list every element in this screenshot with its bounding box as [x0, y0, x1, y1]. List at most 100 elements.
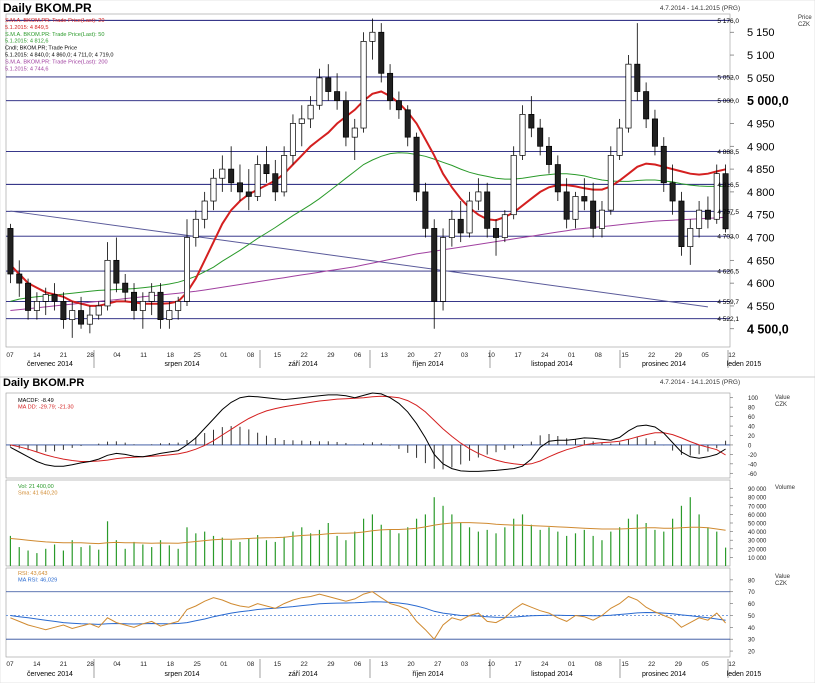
- candle-body: [95, 305, 102, 316]
- volume-y-tick-label: 20 000: [748, 547, 767, 553]
- month-label: září 2014: [288, 671, 317, 678]
- bottom-title: Daily BKOM.PR: [3, 377, 84, 389]
- y-tick-label: 5 150: [747, 27, 775, 39]
- candle-body: [687, 228, 694, 247]
- volume-y-tick-label: 40 000: [748, 530, 767, 536]
- macd-legend-entry: MACDF: -8.49: [18, 398, 54, 404]
- candle-body: [78, 310, 85, 325]
- month-label: srpen 2014: [164, 671, 199, 678]
- legend-entry: 5.1.2015: 4 849,5: [5, 25, 49, 31]
- candle-body: [554, 164, 561, 193]
- rsi-y-tick-label: 80: [748, 578, 755, 584]
- candle-body: [316, 77, 323, 106]
- x-tick-label: 06: [354, 661, 362, 668]
- y-tick-label: 4 600: [747, 278, 775, 290]
- x-tick-label: 22: [648, 352, 656, 359]
- rsi-unit-label: CZK: [775, 581, 787, 587]
- x-tick-label: 14: [33, 661, 41, 668]
- legend-entry: S.M.A. BKOM.PR: Trade Price(Last): 20: [5, 18, 104, 24]
- macd-legend-entry: MA DD: -29.79; -21.30: [18, 405, 74, 411]
- x-tick-label: 12: [728, 661, 736, 668]
- month-label: říjen 2014: [412, 361, 443, 368]
- candle-body: [307, 104, 314, 120]
- month-label: leden 2015: [727, 671, 762, 678]
- macd-line: [10, 392, 726, 472]
- candle-body: [245, 191, 252, 197]
- x-tick-label: 17: [514, 661, 522, 668]
- candle-body: [387, 72, 394, 102]
- candle-body: [537, 127, 544, 147]
- candle-body: [51, 294, 58, 302]
- candle-body: [581, 196, 588, 202]
- x-tick-label: 03: [461, 352, 469, 359]
- candle-body: [351, 127, 358, 138]
- candle-body: [289, 123, 296, 156]
- legend-entry: 5.1.2015: 4 744,6: [5, 66, 49, 72]
- x-tick-label: 11: [140, 661, 147, 668]
- x-tick-label: 04: [113, 661, 121, 668]
- candle-body: [607, 155, 614, 211]
- y-tick-label: 4 750: [747, 210, 775, 222]
- x-tick-label: 21: [60, 352, 68, 359]
- candle-body: [192, 218, 199, 238]
- candle-body: [298, 118, 305, 124]
- volume-y-tick-label: 60 000: [748, 513, 767, 519]
- price-level-tag: 4 888,5: [717, 149, 739, 156]
- candle-body: [722, 173, 729, 230]
- price-level-tag: 4 816,5: [717, 182, 739, 189]
- rsi-y-tick-label: 20: [748, 650, 755, 656]
- x-tick-label: 24: [541, 352, 549, 359]
- candle-body: [139, 301, 146, 311]
- candle-body: [440, 237, 447, 302]
- candle-body: [696, 209, 703, 229]
- month-label: červenec 2014: [27, 671, 73, 678]
- volume-legend-entry: Vol: 21 400,00: [18, 484, 54, 490]
- macd-y-tick-label: -40: [748, 462, 757, 468]
- candle-body: [457, 218, 464, 234]
- macd-panel: [5, 392, 731, 479]
- candle-body: [122, 282, 129, 293]
- y-tick-label: 5 000,0: [747, 94, 789, 108]
- candle-body: [651, 118, 658, 147]
- sma200-line: [10, 216, 726, 311]
- month-label: červenec 2014: [27, 361, 73, 368]
- price-unit-label: Price: [798, 15, 812, 21]
- x-tick-label: 05: [702, 661, 710, 668]
- volume-y-tick-label: 70 000: [748, 504, 767, 510]
- price-unit-label: CZK: [798, 22, 810, 28]
- candle-body: [660, 145, 667, 184]
- x-tick-label: 01: [568, 661, 576, 668]
- x-tick-label: 10: [488, 661, 496, 668]
- x-tick-label: 22: [300, 661, 308, 668]
- rsi-y-tick-label: 40: [748, 626, 755, 632]
- macd-y-tick-label: 20: [748, 434, 755, 440]
- macd-y-tick-label: -60: [748, 472, 757, 478]
- candle-body: [175, 301, 182, 311]
- bottom-date-range: 4.7.2014 - 14.1.2015 (PRG): [660, 379, 740, 386]
- volume-y-tick-label: 10 000: [748, 556, 767, 562]
- rsi-y-tick-label: 60: [748, 602, 755, 608]
- macd-y-tick-label: 80: [748, 406, 755, 412]
- legend-entry: Cndl; BKOM.PR; Trade Price: [5, 46, 77, 52]
- candle-body: [42, 294, 49, 302]
- candle-body: [7, 228, 14, 275]
- sma50-line: [10, 152, 726, 302]
- x-tick-label: 03: [461, 661, 469, 668]
- legend-entry: 5.1.2015: 4 812,6: [5, 39, 49, 45]
- month-label: prosinec 2014: [642, 361, 686, 368]
- x-tick-label: 22: [648, 661, 656, 668]
- x-tick-label: 29: [675, 661, 683, 668]
- candle-body: [501, 214, 508, 238]
- macd-y-tick-label: 0: [748, 443, 752, 449]
- price-level-tag: 5 000,0: [717, 98, 739, 105]
- candle-body: [669, 182, 676, 202]
- x-tick-label: 15: [621, 661, 629, 668]
- x-tick-label: 22: [300, 352, 308, 359]
- legend-entry: S.M.A. BKOM.PR: Trade Price(Last): 200: [5, 59, 108, 65]
- candle-body: [493, 228, 500, 238]
- x-tick-label: 27: [434, 661, 442, 668]
- macd-y-tick-label: 100: [748, 396, 759, 402]
- candle-body: [254, 164, 261, 197]
- x-tick-label: 05: [702, 352, 710, 359]
- y-tick-label: 4 900: [747, 141, 775, 153]
